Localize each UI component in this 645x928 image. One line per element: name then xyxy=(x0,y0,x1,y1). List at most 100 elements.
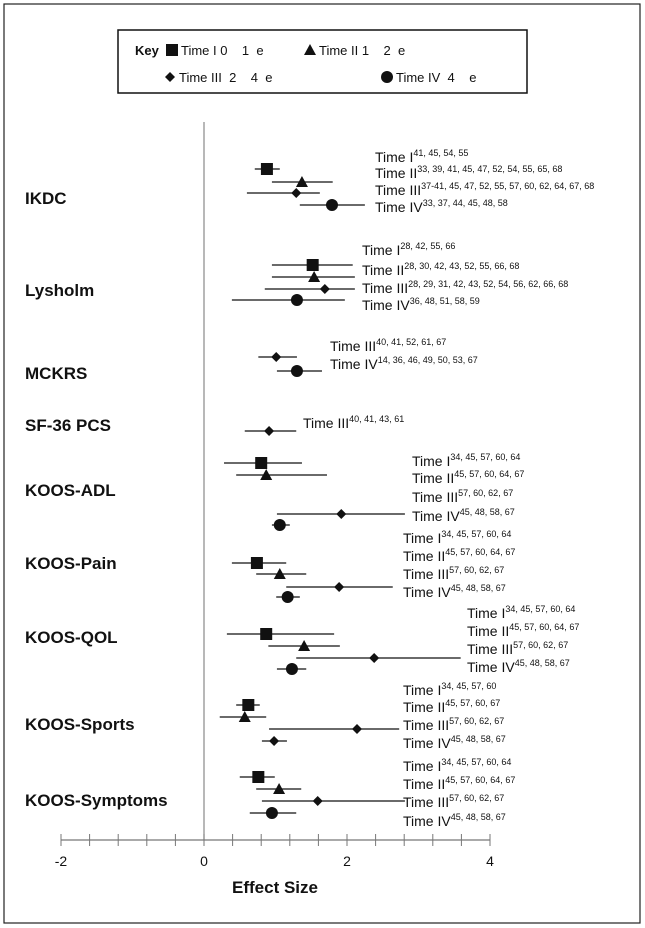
key-label: Time IV xyxy=(396,70,441,85)
point-time: Time I xyxy=(362,242,400,258)
key-text: 2 4 e xyxy=(222,70,273,85)
group-label: Lysholm xyxy=(25,281,94,300)
marker-triangle xyxy=(273,568,286,579)
point-refs: 34, 45, 57, 60 xyxy=(441,681,496,691)
point-label: Time III40, 41, 52, 61, 67 xyxy=(330,337,446,354)
point-label: Time I34, 45, 57, 60, 64 xyxy=(412,452,520,469)
group-label: KOOS-Symptoms xyxy=(25,791,168,810)
point-refs: 41, 45, 54, 55 xyxy=(413,148,468,158)
point-refs: 28, 42, 55, 66 xyxy=(400,241,455,251)
point-label: Time III57, 60, 62, 67 xyxy=(467,640,568,657)
marker-square xyxy=(242,699,255,711)
point-time: Time II xyxy=(403,699,445,715)
key-label: Time II xyxy=(319,43,358,58)
point-label: Time I41, 45, 54, 55 xyxy=(375,148,468,165)
point-label: Time I28, 42, 55, 66 xyxy=(362,241,455,258)
marker-triangle xyxy=(298,640,311,651)
marker-diamond xyxy=(165,72,175,82)
marker-square xyxy=(250,557,263,569)
point-refs: 57, 60, 62, 67 xyxy=(449,565,504,575)
point-label: Time IV33, 37, 44, 45, 48, 58 xyxy=(375,198,508,215)
point-refs: 45, 57, 60, 64, 67 xyxy=(445,775,515,785)
point-refs: 40, 41, 52, 61, 67 xyxy=(376,337,446,347)
point-refs: 45, 57, 60, 67 xyxy=(445,698,500,708)
point-label: Time IV45, 48, 58, 67 xyxy=(403,734,506,751)
point-refs: 36, 48, 51, 58, 59 xyxy=(410,296,480,306)
marker-circle xyxy=(285,663,298,675)
key-text: 4 e xyxy=(440,70,476,85)
marker-circle xyxy=(281,591,294,603)
point-label: Time III57, 60, 62, 67 xyxy=(403,716,504,733)
point-time: Time IV xyxy=(403,584,451,600)
point-label: Time III28, 29, 31, 42, 43, 52, 54, 56, … xyxy=(362,279,568,296)
point-label: Time III57, 60, 62, 67 xyxy=(403,565,504,582)
key-title: Key xyxy=(135,43,160,58)
marker-triangle xyxy=(273,783,286,794)
key-entry: Time II 1 2 e xyxy=(319,43,405,58)
point-refs: 28, 29, 31, 42, 43, 52, 54, 56, 62, 66, … xyxy=(408,279,568,289)
point-time: Time III xyxy=(303,415,349,431)
point-time: Time III xyxy=(403,566,449,582)
group-label: KOOS-ADL xyxy=(25,481,116,500)
point-time: Time III xyxy=(467,641,513,657)
frame xyxy=(3,3,641,924)
key-label: Time I xyxy=(181,43,217,58)
point-time: Time IV xyxy=(330,356,378,372)
marker-diamond xyxy=(291,188,302,198)
point-time: Time IV xyxy=(362,297,410,313)
marker-circle xyxy=(325,199,338,211)
point-time: Time II xyxy=(412,470,454,486)
marker-square xyxy=(306,259,319,271)
marker-circle xyxy=(290,294,303,306)
point-refs: 45, 57, 60, 64, 67 xyxy=(509,622,579,632)
marker-circle xyxy=(290,365,303,377)
point-time: Time I xyxy=(403,682,441,698)
point-label: Time I34, 45, 57, 60 xyxy=(403,681,496,698)
group-label: KOOS-Sports xyxy=(25,715,135,734)
point-refs: 37-41, 45, 47, 52, 55, 57, 60, 62, 64, 6… xyxy=(421,181,594,191)
key-box xyxy=(117,29,528,94)
point-refs: 40, 41, 43, 61 xyxy=(349,414,404,424)
point-refs: 57, 60, 62, 67 xyxy=(513,640,568,650)
marker-square xyxy=(166,44,178,56)
key-entry: Time IV 4 e xyxy=(396,70,476,85)
key-entry: Time I 0 1 e xyxy=(181,43,264,58)
x-tick-label: -2 xyxy=(55,853,68,869)
point-refs: 45, 57, 60, 64, 67 xyxy=(445,547,515,557)
point-refs: 45, 48, 58, 67 xyxy=(451,812,506,822)
marker-triangle xyxy=(308,271,321,282)
point-time: Time IV xyxy=(467,659,515,675)
point-label: Time III57, 60, 62, 67 xyxy=(403,793,504,810)
marker-triangle xyxy=(260,469,273,480)
point-refs: 28, 30, 42, 43, 52, 55, 66, 68 xyxy=(404,261,519,271)
group-label: SF-36 PCS xyxy=(25,416,111,435)
point-time: Time II xyxy=(375,165,417,181)
point-label: Time III40, 41, 43, 61 xyxy=(303,414,404,431)
point-label: Time II28, 30, 42, 43, 52, 55, 66, 68 xyxy=(362,261,519,278)
point-time: Time I xyxy=(467,605,505,621)
marker-diamond xyxy=(336,509,347,519)
point-refs: 57, 60, 62, 67 xyxy=(458,488,513,498)
point-refs: 34, 45, 57, 60, 64 xyxy=(441,757,511,767)
point-label: Time II45, 57, 60, 64, 67 xyxy=(403,775,515,792)
point-label: Time I34, 45, 57, 60, 64 xyxy=(403,529,511,546)
point-label: Time IV45, 48, 58, 67 xyxy=(467,658,570,675)
key-text: 0 1 e xyxy=(217,43,264,58)
point-refs: 34, 45, 57, 60, 64 xyxy=(505,604,575,614)
point-time: Time III xyxy=(330,338,376,354)
point-label: Time III57, 60, 62, 67 xyxy=(412,488,513,505)
point-label: Time II45, 57, 60, 64, 67 xyxy=(467,622,579,639)
point-refs: 33, 39, 41, 45, 47, 52, 54, 55, 65, 68 xyxy=(417,164,562,174)
marker-triangle xyxy=(304,44,316,55)
marker-diamond xyxy=(334,582,345,592)
point-refs: 14, 36, 46, 49, 50, 53, 67 xyxy=(378,355,478,365)
point-time: Time II xyxy=(403,548,445,564)
marker-diamond xyxy=(312,796,323,806)
group-label: KOOS-Pain xyxy=(25,554,117,573)
marker-diamond xyxy=(264,426,275,436)
marker-diamond xyxy=(269,736,280,746)
marker-diamond xyxy=(352,724,363,734)
point-time: Time III xyxy=(403,794,449,810)
x-tick-label: 0 xyxy=(200,853,208,869)
